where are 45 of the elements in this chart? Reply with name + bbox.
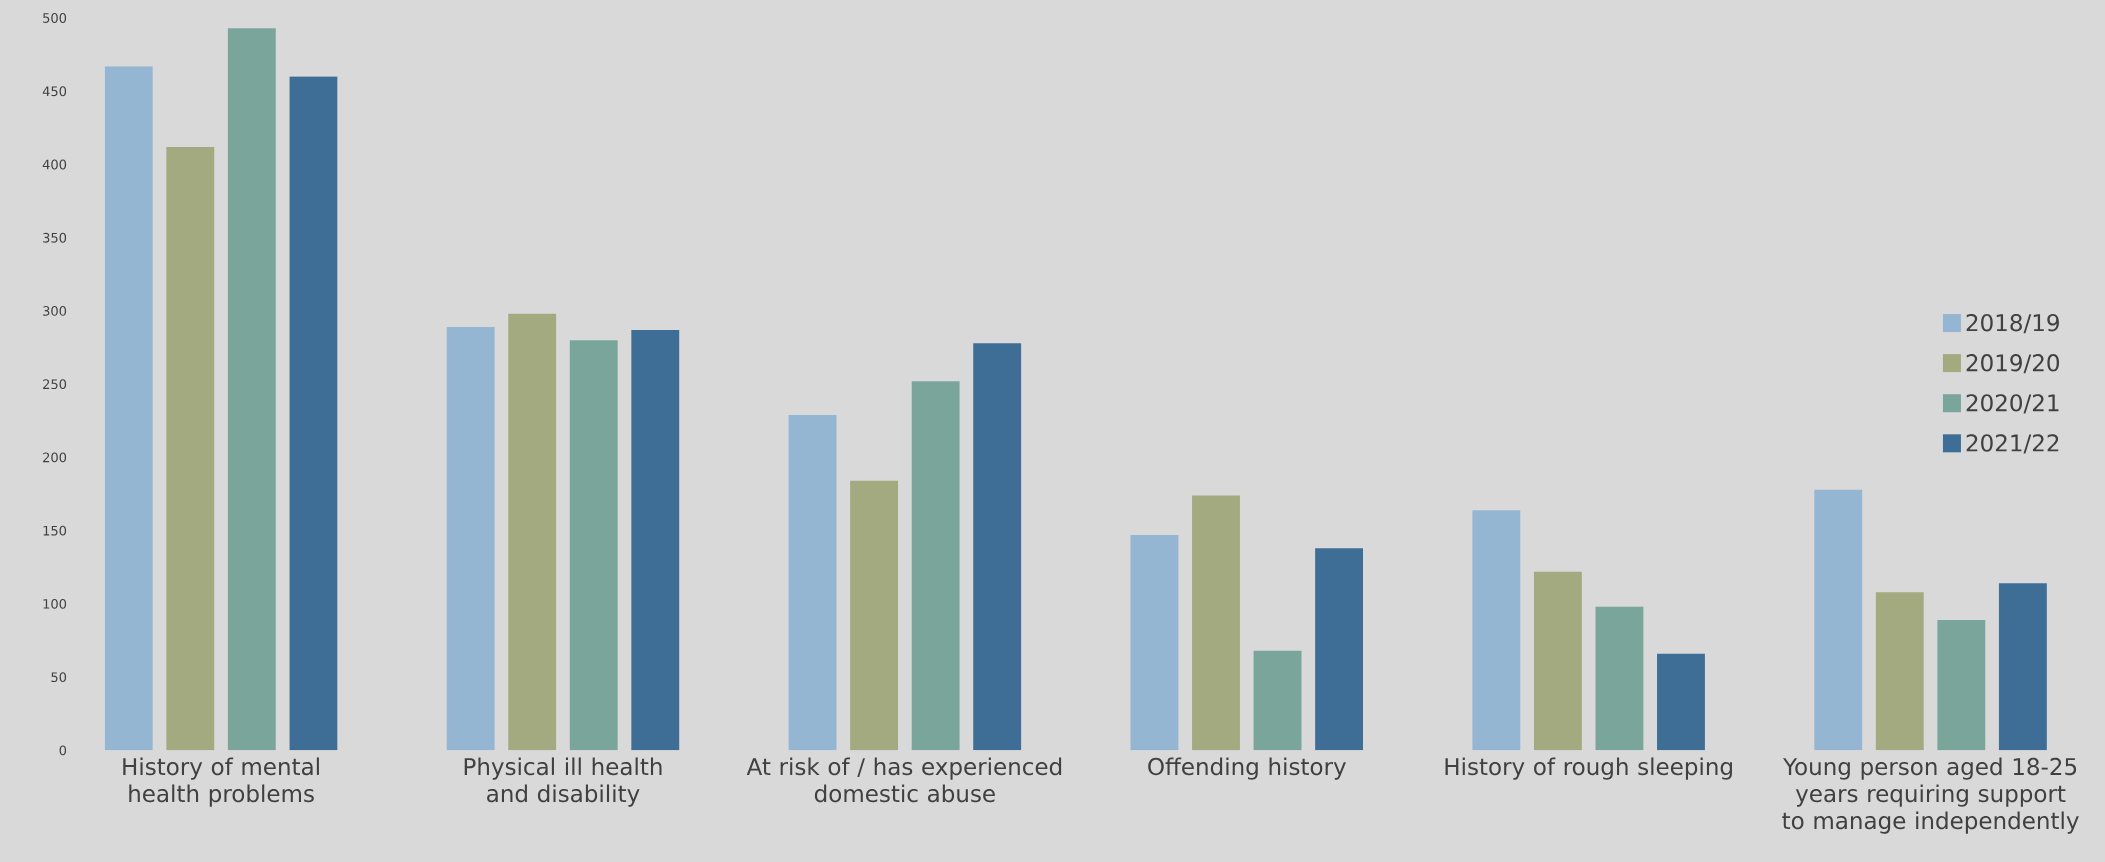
bar xyxy=(850,480,899,751)
y-tick-label: 0 xyxy=(59,745,67,756)
bar xyxy=(508,313,557,751)
bar xyxy=(166,146,215,751)
bar xyxy=(1657,653,1705,751)
bar xyxy=(289,76,338,751)
bar xyxy=(1253,650,1302,751)
bar xyxy=(631,329,680,751)
y-tick-label: 500 xyxy=(43,12,67,23)
bar xyxy=(788,414,837,751)
y-tick-label: 400 xyxy=(42,159,67,170)
x-tick-label: History of mental health problems xyxy=(123,757,319,807)
bar xyxy=(227,28,276,751)
bar xyxy=(104,66,153,751)
bar xyxy=(1814,489,1863,751)
y-tick-label: 200 xyxy=(43,452,67,463)
bar xyxy=(973,342,1022,751)
x-tick-label: Young person aged 18-25 years requiring support to manage independently xyxy=(1782,757,2079,834)
y-tick-label: 50 xyxy=(51,672,67,682)
y-tick-label: 250 xyxy=(43,379,67,389)
y-tick-label: 100 xyxy=(43,598,67,609)
bar xyxy=(911,381,960,751)
bar xyxy=(1130,534,1179,751)
y-tick-label: 150 xyxy=(43,525,67,536)
bar xyxy=(1192,495,1240,751)
legend-label: 2018/19 xyxy=(1966,313,2059,334)
bar xyxy=(1937,619,1986,751)
bar xyxy=(1875,591,1924,751)
legend-label: 2020/21 xyxy=(1966,393,2059,414)
y-tick-label: 450 xyxy=(42,86,67,96)
bar xyxy=(1533,571,1582,751)
bar xyxy=(446,326,495,751)
bar xyxy=(1998,583,2047,751)
x-tick-label: Physical ill health and disability xyxy=(464,757,662,807)
bar xyxy=(1315,548,1364,751)
bar xyxy=(1595,606,1644,751)
bar xyxy=(569,340,618,751)
y-tick-label: 350 xyxy=(43,232,67,243)
x-tick-label: At risk of / has experienced domestic abuse xyxy=(746,757,1062,803)
x-tick-label: Offending history xyxy=(1148,757,1346,780)
x-tick-label: History of rough sleeping xyxy=(1445,757,1732,780)
y-tick-label: 300 xyxy=(43,305,67,316)
bar xyxy=(1472,509,1521,751)
legend-label: 2019/20 xyxy=(1966,353,2059,374)
legend-label: 2021/22 xyxy=(1966,434,2059,454)
